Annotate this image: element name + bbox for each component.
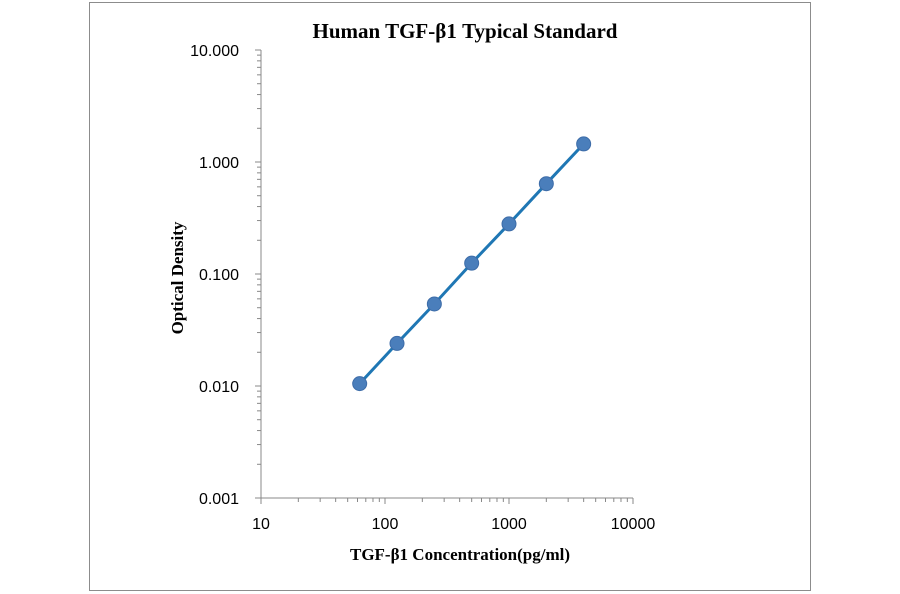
- x-tick-label: 1000: [491, 516, 527, 533]
- y-tick-label: 0.001: [199, 491, 239, 508]
- y-tick-label: 0.100: [199, 267, 239, 284]
- y-tick-label: 0.010: [199, 379, 239, 396]
- axes: 10 100 1000 10000 10.000 1.000 0.100 0.010 0.001: [190, 43, 655, 533]
- y-axis-label: Optical Density: [168, 221, 187, 334]
- x-tick-label: 100: [372, 516, 399, 533]
- data-point: [538, 176, 554, 192]
- data-point: [426, 296, 442, 312]
- data-point: [464, 255, 480, 271]
- chart-frame: [89, 2, 811, 591]
- x-tick-label: 10: [252, 516, 270, 533]
- chart-title: Human TGF-β1 Typical Standard: [313, 19, 618, 43]
- data-point: [389, 335, 405, 351]
- data-point: [576, 136, 592, 152]
- data-point: [352, 376, 368, 392]
- y-tick-label: 10.000: [190, 43, 239, 60]
- plot-area: [352, 136, 592, 392]
- data-point: [501, 216, 517, 232]
- x-axis-label: TGF-β1 Concentration(pg/ml): [350, 545, 570, 564]
- x-tick-label: 10000: [611, 516, 656, 533]
- y-tick-label: 1.000: [199, 155, 239, 172]
